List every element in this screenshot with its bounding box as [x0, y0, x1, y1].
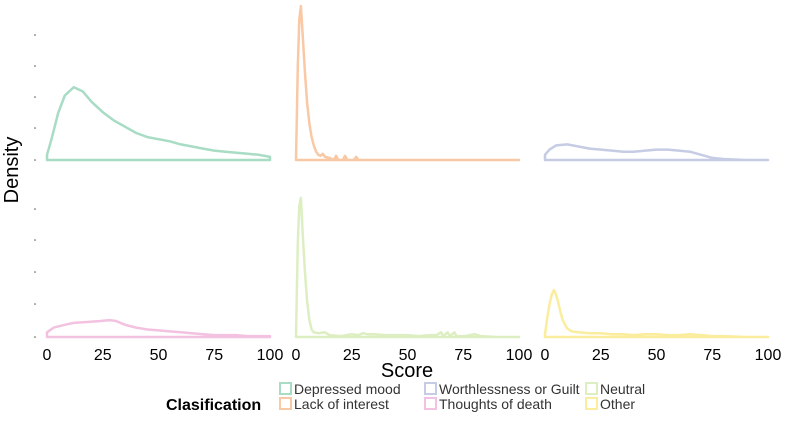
- legend-key: [424, 397, 437, 410]
- legend-label: Thoughts of death: [439, 396, 552, 412]
- x-tick-label: 50: [648, 347, 666, 364]
- x-tick-label: 25: [592, 347, 610, 364]
- x-tick-label: 100: [257, 347, 284, 364]
- x-tick-label: 75: [205, 347, 223, 364]
- x-tick-label: 25: [343, 347, 361, 364]
- y-axis-tick-marks: [34, 34, 36, 338]
- y-tick-mark: [34, 34, 36, 36]
- legend-label: Neutral: [600, 381, 645, 397]
- facet-panels: [45, 4, 770, 339]
- density-curve-worthlessness-or-guilt: [543, 143, 770, 162]
- x-tick-label: 75: [703, 347, 721, 364]
- y-tick-mark: [34, 271, 36, 273]
- x-tick-label: 100: [755, 347, 782, 364]
- legend-label: Depressed mood: [294, 381, 401, 397]
- density-curve-thoughts-of-death: [45, 318, 272, 339]
- x-tick-label: 75: [454, 347, 472, 364]
- density-curve-neutral: [294, 196, 521, 339]
- x-tick-label: 0: [292, 347, 301, 364]
- x-tick-label: 50: [150, 347, 168, 364]
- density-curve-depressed-mood: [45, 85, 272, 162]
- y-tick-mark: [34, 303, 36, 305]
- y-axis-title: Density: [1, 137, 23, 204]
- density-curve-other: [543, 288, 770, 339]
- legend-label: Worthlessness or Guilt: [439, 381, 580, 397]
- legend-label: Lack of interest: [294, 396, 389, 412]
- x-axis-tick-labels: 0 25 50 75 100 0 25 50 75 100 0 25 50 75 100: [43, 347, 782, 364]
- y-tick-mark: [34, 336, 36, 338]
- legend-key: [585, 382, 598, 395]
- y-tick-mark: [34, 96, 36, 98]
- x-tick-label: 0: [541, 347, 550, 364]
- x-tick-label: 0: [43, 347, 52, 364]
- legend-label: Other: [600, 396, 635, 412]
- legend-key: [279, 397, 292, 410]
- legend-title: Clasification: [166, 397, 261, 414]
- x-tick-label: 100: [506, 347, 533, 364]
- y-tick-mark: [34, 65, 36, 67]
- y-tick-mark: [34, 159, 36, 161]
- legend-key: [585, 397, 598, 410]
- x-tick-label: 50: [399, 347, 417, 364]
- legend-key: [424, 382, 437, 395]
- y-tick-mark: [34, 208, 36, 210]
- y-tick-mark: [34, 239, 36, 241]
- x-axis-title: Score: [381, 360, 433, 382]
- density-curve-lack-of-interest: [294, 4, 521, 162]
- legend-key: [279, 382, 292, 395]
- y-tick-mark: [34, 127, 36, 129]
- x-tick-label: 25: [94, 347, 112, 364]
